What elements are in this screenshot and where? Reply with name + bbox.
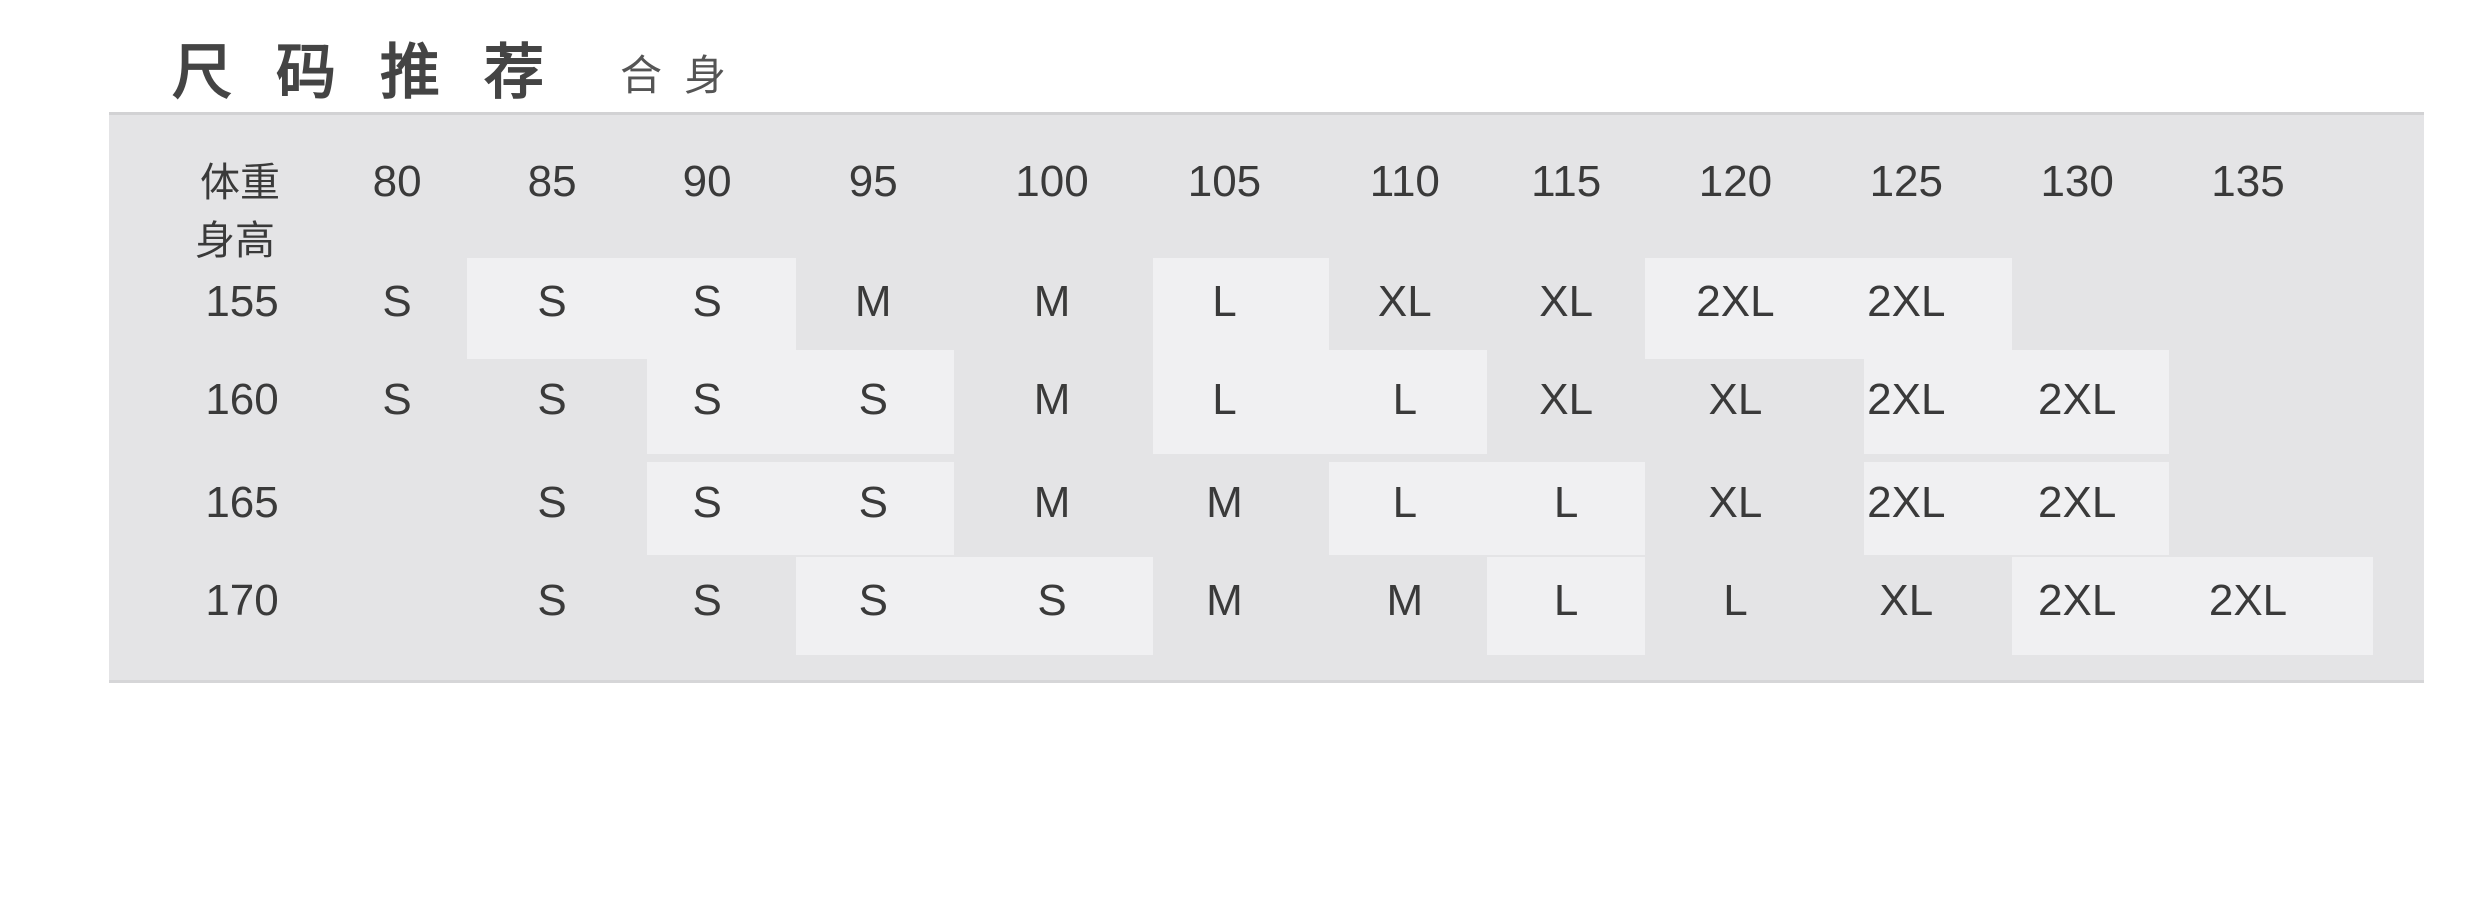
weight-header: 120 [1698,156,1773,206]
highlight-cell [795,349,954,455]
size-cell: S [382,277,412,327]
height-label: 165 [205,478,279,528]
highlight-cell [2012,349,2169,455]
size-cell: XL [1377,277,1432,327]
highlight-cell [1863,461,2013,556]
size-cell: 2XL [2208,576,2288,626]
size-cell: M [1206,576,1243,626]
size-cell: S [382,375,412,425]
height-label: 160 [205,375,279,425]
highlight-cell [647,349,796,455]
weight-header: 110 [1369,156,1440,206]
weight-header: 95 [848,156,898,206]
weight-header: 115 [1531,156,1602,206]
size-cell: S [692,478,722,528]
height-label: 155 [205,277,279,327]
highlight-cell [1328,349,1488,455]
weight-header: 125 [1869,156,1944,206]
size-cell: L [1392,478,1418,528]
size-cell: 2XL [1867,478,1946,528]
size-cell: S [692,375,722,425]
weight-axis-label: 体重 [200,160,280,206]
height-axis-label: 身高 [195,218,275,264]
highlight-cell [1328,461,1488,556]
weight-header: 130 [2040,156,2114,206]
highlight-cell [2012,556,2169,655]
size-cell: XL [1539,375,1594,425]
size-cell: 2XL [2038,375,2117,425]
highlight-cell [1153,257,1329,360]
height-label: 170 [205,576,279,626]
size-cell: S [537,375,567,425]
size-cell: M [1033,478,1071,528]
size-cell: M [1033,277,1071,327]
size-cell: S [692,576,722,626]
weight-header: 135 [2211,156,2285,206]
highlight-cell [1645,257,1864,360]
size-cell: L [1212,277,1237,327]
highlight-cell [2168,556,2373,655]
size-cell: M [1033,375,1071,425]
size-cell: XL [1879,576,1934,626]
size-cell: L [1392,375,1418,425]
highlight-cell [1153,349,1329,455]
weight-header: 105 [1187,156,1262,206]
size-cell: XL [1539,277,1594,327]
size-cell: S [858,375,888,425]
size-cell: L [1553,478,1579,528]
weight-header: 100 [1015,156,1089,206]
weight-header: 80 [372,156,422,206]
size-cell: M [1206,478,1243,528]
highlight-cell [647,257,796,360]
highlight-cell [647,461,796,556]
size-cell: L [1212,375,1237,425]
size-cell: XL [1708,375,1763,425]
weight-header: 85 [527,156,577,206]
size-cell: L [1723,576,1748,626]
size-cell: 2XL [1867,375,1946,425]
size-cell: S [858,576,888,626]
size-cell: M [1386,576,1424,626]
size-cell: L [1553,576,1579,626]
page-title: 尺码推荐 [172,38,588,108]
highlight-cell [2012,461,2169,556]
highlight-cell [1487,556,1646,655]
size-cell: 2XL [2038,478,2117,528]
size-cell: M [854,277,892,327]
highlight-cell [1487,461,1646,556]
size-cell: S [537,478,567,528]
highlight-cell [466,257,648,360]
fit-subtitle: 合身 [620,51,749,100]
size-cell: 2XL [2038,576,2117,626]
highlight-cell [1863,349,2013,455]
size-cell: S [537,277,567,327]
size-cell: S [858,478,888,528]
size-cell: S [692,277,722,327]
size-cell: S [1037,576,1067,626]
highlight-cell [953,556,1154,655]
size-cell: XL [1708,478,1763,528]
highlight-cell [795,556,954,655]
weight-header: 90 [682,156,732,206]
highlight-cell [795,461,954,556]
highlight-cell [1863,257,2013,360]
size-cell: S [537,576,567,626]
size-cell: 2XL [1696,277,1775,327]
size-cell: 2XL [1867,277,1946,327]
